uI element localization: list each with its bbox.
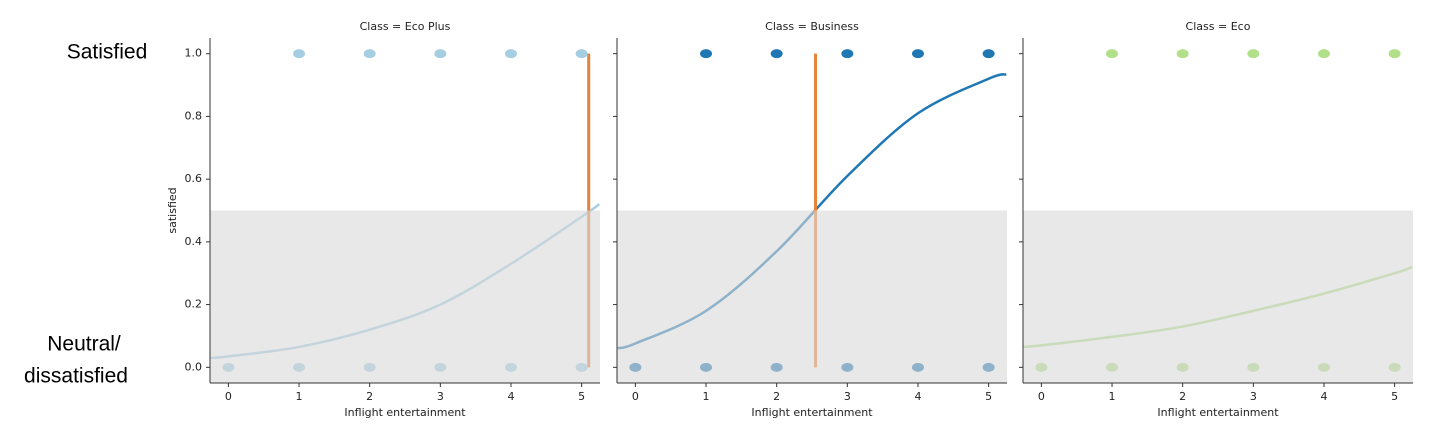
row-label: Neutral/ xyxy=(47,333,121,356)
y-tick-label: 0.4 xyxy=(185,235,203,248)
threshold-shade xyxy=(210,210,600,383)
point xyxy=(1317,49,1330,59)
point xyxy=(575,49,588,59)
x-tick-label: 3 xyxy=(1250,390,1257,403)
point xyxy=(911,49,924,59)
x-tick-label: 1 xyxy=(1109,390,1116,403)
x-axis-label: Inflight entertainment xyxy=(344,406,466,419)
x-tick-label: 3 xyxy=(844,390,851,403)
point xyxy=(363,49,376,59)
x-axis-label: Inflight entertainment xyxy=(751,406,873,419)
point xyxy=(293,49,306,59)
panel-title: Class = Eco xyxy=(1186,20,1251,33)
point xyxy=(1247,49,1260,59)
point xyxy=(1176,49,1189,59)
x-tick-label: 5 xyxy=(578,390,585,403)
x-tick-label: 1 xyxy=(703,390,710,403)
x-tick-label: 1 xyxy=(296,390,303,403)
point xyxy=(700,49,713,59)
x-axis-label: Inflight entertainment xyxy=(1157,406,1279,419)
x-tick-label: 0 xyxy=(225,390,232,403)
point xyxy=(1388,49,1401,59)
y-tick-label: 1.0 xyxy=(185,47,203,60)
x-tick-label: 5 xyxy=(1391,390,1398,403)
x-tick-label: 4 xyxy=(914,390,921,403)
row-label: Satisfied xyxy=(67,41,148,64)
row-label: dissatisfied xyxy=(24,365,128,388)
panel-title: Class = Business xyxy=(765,20,859,33)
threshold-shade xyxy=(1023,210,1413,383)
point xyxy=(841,49,854,59)
x-tick-label: 5 xyxy=(985,390,992,403)
y-tick-label: 0.0 xyxy=(185,360,203,373)
point xyxy=(504,49,517,59)
x-tick-label: 2 xyxy=(366,390,373,403)
panel-title: Class = Eco Plus xyxy=(360,20,451,33)
y-tick-label: 0.6 xyxy=(185,172,203,185)
y-axis-label: satisfied xyxy=(166,187,179,233)
x-tick-label: 0 xyxy=(632,390,639,403)
point xyxy=(1106,49,1119,59)
point xyxy=(434,49,447,59)
y-tick-label: 0.8 xyxy=(185,109,203,122)
x-tick-label: 4 xyxy=(507,390,514,403)
x-tick-label: 2 xyxy=(1179,390,1186,403)
point xyxy=(982,49,995,59)
x-tick-label: 2 xyxy=(773,390,780,403)
x-tick-label: 3 xyxy=(437,390,444,403)
threshold-shade xyxy=(617,210,1007,383)
x-tick-label: 0 xyxy=(1038,390,1045,403)
point xyxy=(770,49,783,59)
x-tick-label: 4 xyxy=(1320,390,1327,403)
y-tick-label: 0.2 xyxy=(185,298,203,311)
